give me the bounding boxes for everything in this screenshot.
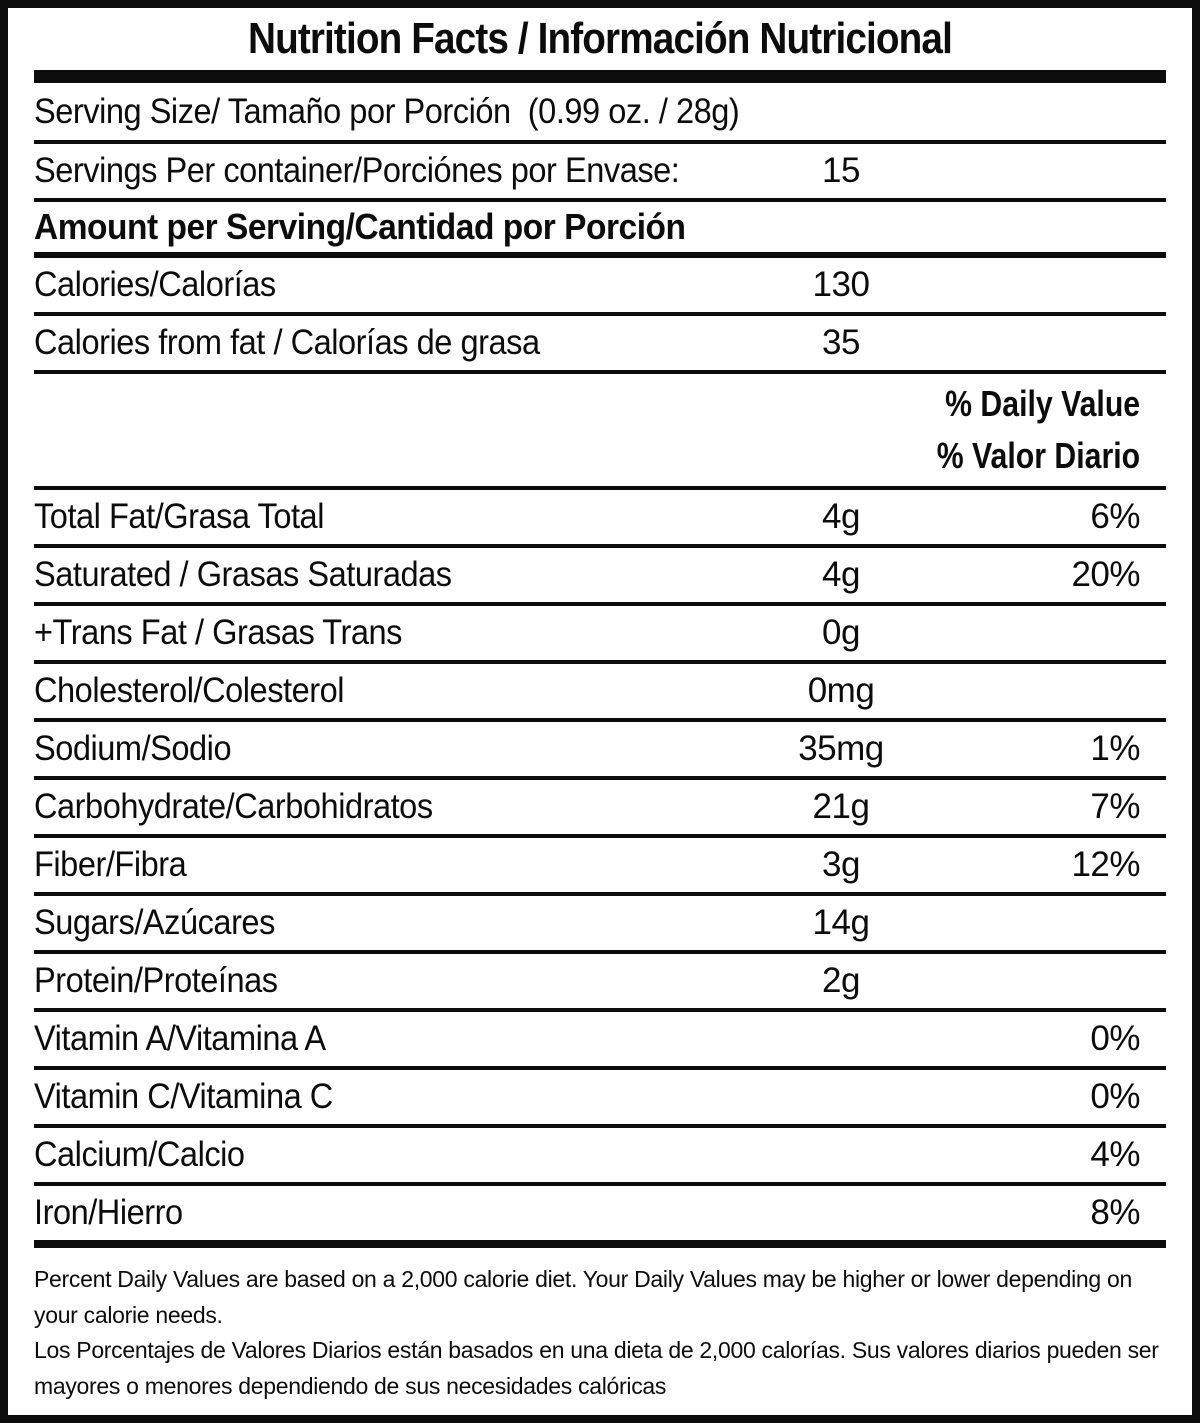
- nutrient-daily-value: 7%: [1090, 787, 1140, 826]
- nutrient-label: Saturated / Grasas Saturadas: [34, 555, 452, 594]
- nutrient-label: Vitamin C/Vitamina C: [34, 1077, 333, 1116]
- nutrient-amount: 0mg: [807, 671, 875, 710]
- calories-section: Calories/Calorías 130 Calories from fat …: [34, 258, 1166, 370]
- nutrient-row: Calories/Calorías 130: [34, 258, 1166, 312]
- serving-size-text: Serving Size/ Tamaño por Porción (0.99 o…: [34, 91, 740, 131]
- label-header: Nutrition Facts / Información Nutriciona…: [34, 8, 1166, 70]
- nutrient-label: Sodium/Sodio: [34, 729, 232, 768]
- nutrient-amount: 35mg: [798, 729, 884, 768]
- footnote-english: Percent Daily Values are based on a 2,00…: [34, 1266, 1132, 1328]
- nutrient-label: +Trans Fat / Grasas Trans: [34, 613, 402, 652]
- nutrients-section: Total Fat/Grasa Total 4g 6% Saturated / …: [34, 490, 1166, 1240]
- nutrient-row: Sodium/Sodio 35mg 1%: [34, 718, 1166, 776]
- nutrient-row: Vitamin A/Vitamina A 0%: [34, 1008, 1166, 1066]
- nutrient-row: Saturated / Grasas Saturadas 4g 20%: [34, 544, 1166, 602]
- nutrient-row: Iron/Hierro 8%: [34, 1182, 1166, 1240]
- nutrient-row: Carbohydrate/Carbohidratos 21g 7%: [34, 776, 1166, 834]
- footnote-section: Percent Daily Values are based on a 2,00…: [34, 1248, 1166, 1415]
- nutrient-daily-value: 6%: [1090, 497, 1140, 536]
- nutrient-label: Carbohydrate/Carbohidratos: [34, 787, 433, 826]
- divider: [34, 370, 1166, 374]
- nutrient-row: Vitamin C/Vitamina C 0%: [34, 1066, 1166, 1124]
- nutrient-label: Total Fat/Grasa Total: [34, 497, 324, 536]
- nutrient-amount: 3g: [822, 845, 860, 884]
- nutrient-amount: 4g: [822, 555, 860, 594]
- nutrient-daily-value: 4%: [1090, 1135, 1140, 1174]
- nutrient-amount: 21g: [812, 787, 870, 826]
- nutrient-label: Fiber/Fibra: [34, 845, 187, 884]
- nutrient-amount: 4g: [822, 497, 860, 536]
- divider: [34, 198, 1166, 202]
- nutrient-amount: 2g: [822, 961, 860, 1000]
- nutrient-daily-value: 8%: [1090, 1193, 1140, 1232]
- nutrient-label: Calcium/Calcio: [34, 1135, 245, 1174]
- serving-size-row: Serving Size/ Tamaño por Porción (0.99 o…: [34, 83, 1166, 140]
- divider-thick: [34, 70, 1166, 83]
- nutrient-amount: 130: [812, 265, 870, 304]
- divider-thick: [34, 1240, 1166, 1248]
- label-title: Nutrition Facts / Información Nutriciona…: [248, 14, 953, 63]
- nutrient-daily-value: 0%: [1090, 1077, 1140, 1116]
- nutrient-row: Protein/Proteínas 2g: [34, 950, 1166, 1008]
- nutrient-amount: 35: [822, 323, 860, 362]
- servings-per-container-value: 15: [822, 151, 860, 190]
- nutrient-row: Total Fat/Grasa Total 4g 6%: [34, 490, 1166, 544]
- footnote-spanish: Los Porcentajes de Valores Diarios están…: [34, 1337, 1159, 1399]
- nutrient-daily-value: 1%: [1090, 729, 1140, 768]
- nutrient-label: Cholesterol/Colesterol: [34, 671, 344, 710]
- divider-medium: [34, 252, 1166, 258]
- nutrient-amount: 0g: [822, 613, 860, 652]
- nutrient-row: Calcium/Calcio 4%: [34, 1124, 1166, 1182]
- divider: [34, 140, 1166, 144]
- amount-per-serving-row: Amount per Serving/Cantidad por Porción: [34, 202, 1166, 252]
- nutrient-label: Protein/Proteínas: [34, 961, 278, 1000]
- nutrient-row: Fiber/Fibra 3g 12%: [34, 834, 1166, 892]
- servings-per-container-row: Servings Per container/Porciónes por Env…: [34, 144, 1166, 198]
- nutrient-label: Iron/Hierro: [34, 1193, 183, 1232]
- nutrient-label: Vitamin A/Vitamina A: [34, 1019, 326, 1058]
- nutrient-daily-value: 0%: [1090, 1019, 1140, 1058]
- nutrient-row: Sugars/Azúcares 14g: [34, 892, 1166, 950]
- nutrient-row: Calories from fat / Calorías de grasa 35: [34, 312, 1166, 370]
- amount-per-serving-text: Amount per Serving/Cantidad por Porción: [34, 206, 686, 247]
- nutrient-label: Sugars/Azúcares: [34, 903, 275, 942]
- nutrient-amount: 14g: [812, 903, 870, 942]
- nutrient-label: Calories from fat / Calorías de grasa: [34, 323, 540, 362]
- nutrient-row: Cholesterol/Colesterol 0mg: [34, 660, 1166, 718]
- nutrient-daily-value: 20%: [1071, 555, 1140, 594]
- daily-value-header: % Daily Value % Valor Diario: [34, 374, 1166, 486]
- daily-value-header-en: % Daily Value: [945, 383, 1140, 425]
- divider: [34, 486, 1166, 490]
- servings-per-container-label: Servings Per container/Porciónes por Env…: [34, 151, 680, 190]
- nutrient-row: +Trans Fat / Grasas Trans 0g: [34, 602, 1166, 660]
- nutrient-daily-value: 12%: [1071, 845, 1140, 884]
- nutrient-label: Calories/Calorías: [34, 265, 276, 304]
- daily-value-header-es: % Valor Diario: [936, 434, 1140, 476]
